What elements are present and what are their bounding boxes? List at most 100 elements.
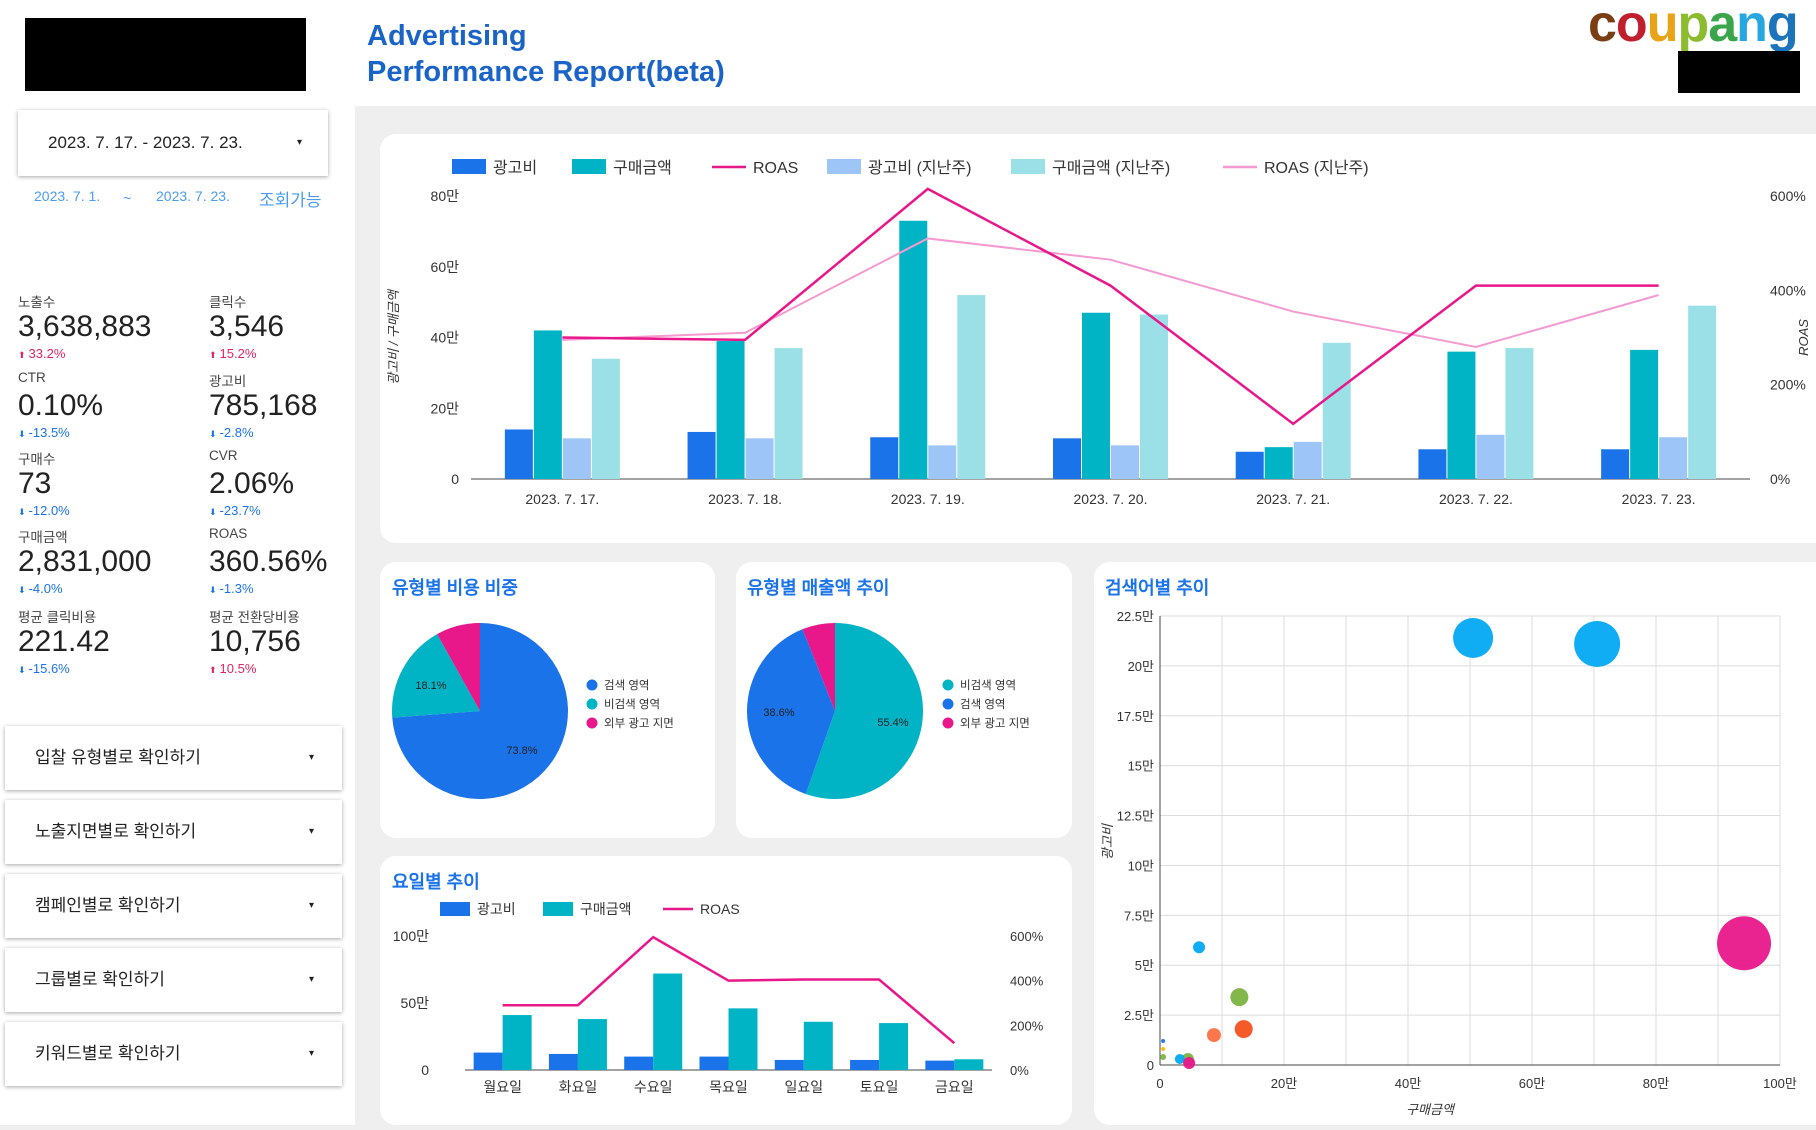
chevron-down-icon: ▾ [308, 752, 314, 763]
y2-axis-title: ROAS [1796, 319, 1811, 356]
bar [1322, 342, 1351, 479]
x-tick-label: 40만 [1395, 1076, 1421, 1091]
y-tick-label: 15만 [1128, 759, 1154, 774]
bar [502, 1015, 532, 1070]
kpi-delta: ⬆ 10.5% [209, 661, 256, 676]
y-tick-label: 50만 [401, 995, 430, 1011]
pie-slice-label: 73.8% [506, 745, 537, 757]
x-tick-label: 60만 [1519, 1076, 1545, 1091]
bar [591, 358, 620, 479]
legend-swatch [543, 902, 573, 916]
x-tick-label: 2023. 7. 17. [525, 491, 599, 507]
available-label: 조회가능 [259, 191, 322, 210]
nav-dropdown[interactable]: 키워드별로 확인하기 ▾ [5, 1022, 342, 1086]
bar [1264, 447, 1293, 479]
arrow-up-icon: ⬆ [209, 665, 217, 675]
pie-slice-label: 55.4% [877, 717, 908, 729]
kpi-delta-value: -4.0% [28, 581, 63, 596]
kpi-delta-value: 15.2% [219, 346, 257, 361]
data-point [1453, 617, 1494, 658]
bar [1601, 449, 1630, 479]
arrow-up-icon: ⬆ [209, 350, 217, 360]
bar [1235, 451, 1264, 479]
kpi-value: 73 [18, 467, 52, 500]
data-point [1717, 916, 1772, 971]
y-tick-label: 5만 [1135, 958, 1154, 973]
nav-dropdown-label: 입찰 유형별로 확인하기 [35, 748, 201, 767]
roas-prev-line [562, 237, 1659, 348]
legend-swatch [572, 159, 606, 174]
nav-dropdown[interactable]: 캠페인별로 확인하기 ▾ [5, 874, 342, 938]
y-tick-label: 12.5만 [1117, 809, 1154, 824]
bar [774, 348, 803, 479]
bar [850, 1059, 880, 1070]
nav-dropdown[interactable]: 그룹별로 확인하기 ▾ [5, 948, 342, 1012]
pie-slice [747, 629, 835, 794]
pie-slice [437, 623, 480, 711]
nav-dropdown[interactable]: 입찰 유형별로 확인하기 ▾ [5, 726, 342, 790]
arrow-down-icon: ⬇ [18, 507, 26, 517]
bar [1630, 349, 1659, 479]
pie-slice [805, 623, 923, 799]
kpi-value: 10,756 [209, 625, 301, 658]
arrow-down-icon: ⬇ [209, 585, 217, 595]
y-axis-title: 광고비 [1100, 823, 1115, 860]
legend-dot [942, 679, 954, 691]
bar [928, 445, 957, 479]
legend-label: 비검색 영역 [604, 698, 660, 711]
x-axis-title: 구매금액 [1406, 1102, 1456, 1117]
legend-label: 광고비 (지난주) [868, 159, 971, 177]
x-tick-label: 토요일 [860, 1079, 899, 1095]
y-tick-label: 40만 [431, 330, 460, 346]
bar [653, 973, 683, 1070]
bar [504, 429, 533, 479]
bar [870, 437, 899, 479]
logo-letter: p [1677, 0, 1709, 53]
pie-slice [392, 634, 480, 718]
report-title: Advertising Performance Report(beta) [367, 18, 725, 90]
logo-letter: c [1588, 0, 1617, 53]
bar [899, 220, 928, 479]
kpi-delta: ⬆ 33.2% [18, 346, 65, 361]
y-tick-label: 0 [451, 471, 459, 487]
bar [473, 1052, 503, 1070]
x-tick-label: 80만 [1643, 1076, 1669, 1091]
bar [774, 1059, 804, 1070]
bar [1418, 449, 1447, 479]
y2-tick-label: 400% [1770, 282, 1806, 298]
kpi-label: 구매금액 [18, 530, 68, 545]
y2-tick-label: 0% [1770, 471, 1790, 487]
logo-letter: u [1646, 0, 1679, 53]
nav-dropdown-label: 캠페인별로 확인하기 [35, 896, 181, 915]
chevron-down-icon: ▾ [308, 974, 314, 985]
bar [1140, 314, 1168, 479]
y-tick-label: 7.5만 [1124, 908, 1154, 923]
kpi-value: 785,168 [209, 389, 318, 422]
nav-dropdown-label: 노출지면별로 확인하기 [35, 822, 197, 841]
bar [699, 1056, 729, 1070]
kpi-delta: ⬇ -12.0% [18, 503, 70, 518]
kpi-label: 평균 클릭비용 [18, 610, 97, 625]
report-title-line1: Advertising [367, 20, 527, 52]
legend-label: ROAS [753, 160, 798, 177]
redacted-logo-block [1678, 51, 1800, 93]
arrow-down-icon: ⬇ [18, 665, 26, 675]
kpi-delta: ⬇ -4.0% [18, 581, 63, 596]
y-tick-label: 2.5만 [1124, 1008, 1154, 1023]
y-tick-label: 0 [421, 1062, 429, 1078]
coupang-logo: coupang [1588, 0, 1799, 54]
data-point [1206, 1028, 1221, 1043]
nav-dropdown[interactable]: 노출지면별로 확인하기 ▾ [5, 800, 342, 864]
date-range-picker[interactable]: 2023. 7. 17. - 2023. 7. 23. ▾ [18, 110, 328, 176]
bar [1082, 312, 1110, 479]
weekday-trend-title: 요일별 추이 [392, 872, 480, 892]
bar [577, 1019, 607, 1070]
legend-dot [586, 717, 598, 729]
logo-letter: a [1708, 0, 1737, 53]
x-tick-label: 일요일 [784, 1079, 823, 1095]
legend-label: ROAS [700, 901, 740, 917]
bar [548, 1053, 578, 1070]
kpi-delta: ⬇ -1.3% [209, 581, 254, 596]
